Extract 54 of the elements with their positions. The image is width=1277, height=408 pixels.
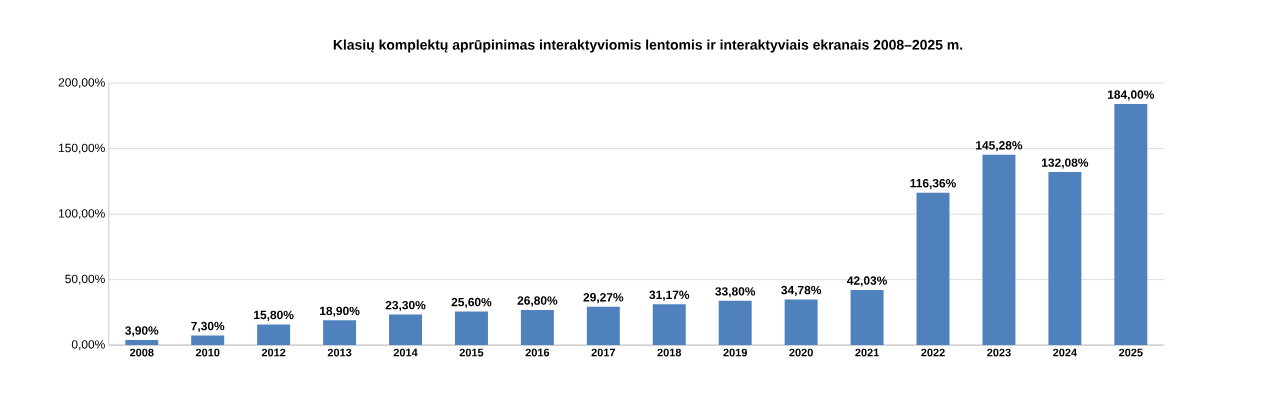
- data-label: 33,80%: [715, 287, 756, 298]
- data-label: 31,17%: [649, 290, 690, 301]
- y-tick-label: 100,00%: [58, 209, 105, 220]
- bar: [520, 310, 554, 346]
- data-label: 7,30%: [191, 321, 225, 333]
- x-tick-label: 2008: [129, 348, 154, 357]
- y-tick-label: 200,00%: [58, 78, 105, 89]
- x-tick-label: 2023: [987, 348, 1011, 357]
- bar: [125, 340, 159, 346]
- x-tick-label: 2017: [591, 348, 616, 357]
- x-tick-label: 2020: [789, 348, 813, 357]
- x-tick-label: 2015: [459, 348, 484, 357]
- data-label: 29,27%: [583, 293, 624, 304]
- bar: [257, 324, 291, 346]
- data-label: 26,80%: [517, 296, 558, 307]
- x-tick-label: 2013: [327, 348, 352, 357]
- x-tick-label: 2016: [525, 348, 550, 357]
- x-tick-label: 2012: [261, 348, 286, 357]
- bar: [586, 306, 620, 346]
- y-tick-label: 50,00%: [65, 274, 105, 285]
- bar: [389, 314, 422, 346]
- data-label: 184,00%: [1107, 90, 1155, 101]
- bar: [323, 320, 357, 346]
- data-label: 15,80%: [254, 310, 294, 321]
- data-label: 34,78%: [781, 285, 822, 297]
- bar: [850, 290, 884, 346]
- bar: [454, 311, 488, 346]
- data-label: 42,03%: [846, 276, 888, 287]
- x-tick-label: 2024: [1053, 348, 1078, 357]
- x-tick-label: 2025: [1119, 348, 1143, 357]
- y-tick-label: 0,00%: [71, 340, 105, 351]
- bar: [1048, 172, 1082, 346]
- data-label: 132,08%: [1042, 158, 1089, 169]
- x-tick-label: 2022: [921, 348, 945, 357]
- bar: [982, 154, 1016, 346]
- x-tick-label: 2010: [195, 348, 220, 357]
- x-tick-label: 2018: [657, 348, 682, 357]
- bar: [1114, 104, 1148, 346]
- x-tick-label: 2014: [393, 348, 418, 357]
- data-label: 23,30%: [385, 300, 426, 312]
- x-tick-label: 2021: [855, 348, 879, 357]
- bar: [191, 335, 225, 346]
- bar: [916, 192, 950, 346]
- data-label: 116,36%: [910, 178, 956, 190]
- data-label: 3,90%: [125, 326, 159, 337]
- chart-title: Klasių komplektų aprūpinimas interaktyviomis lentomis ir interaktyviais ekranais 2008–2025 m.: [333, 39, 963, 53]
- y-tick-label: 150,00%: [58, 143, 105, 154]
- bar: [784, 299, 818, 346]
- data-label: 145,28%: [976, 141, 1023, 152]
- data-label: 25,60%: [451, 297, 492, 309]
- bar: [652, 304, 686, 346]
- data-label: 18,90%: [320, 306, 360, 317]
- x-tick-label: 2019: [723, 348, 747, 357]
- bar: [718, 300, 752, 346]
